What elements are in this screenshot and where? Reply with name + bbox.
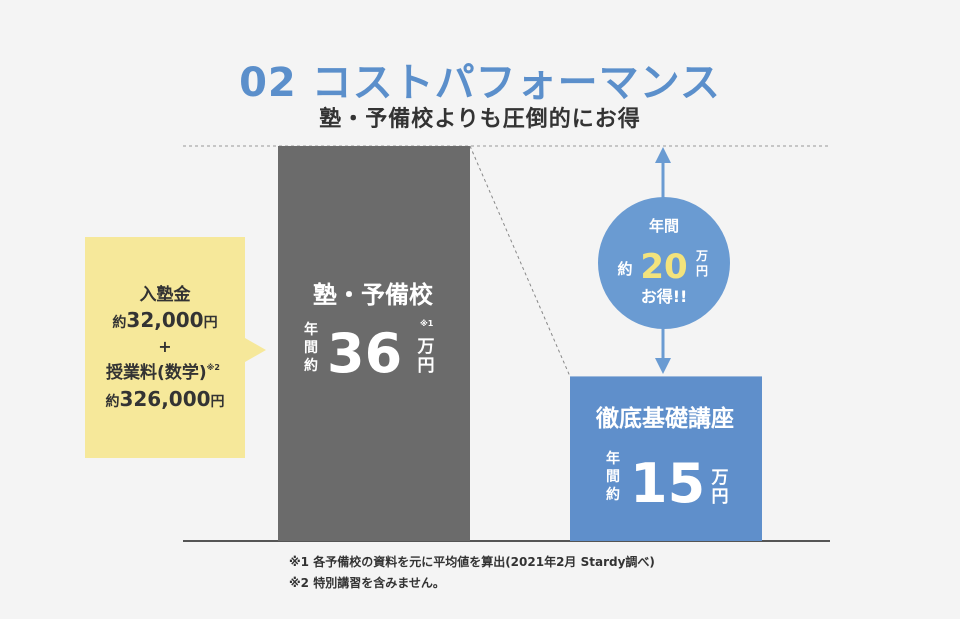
bar-juku-unit-1: 万 <box>417 337 435 357</box>
bar-juku-mark: ※1 <box>420 318 434 328</box>
bar-ours-prefix-2: 間 <box>606 469 620 485</box>
bar-juku-value-label: 年 間 約 36 万 円 ※1 <box>304 318 435 385</box>
savings-unit-2: 円 <box>696 264 708 278</box>
savings-indicator: 年間 約 20 万 円 お得!! <box>598 147 730 374</box>
footnote-2: ※2 特別講習を含みません。 <box>289 576 445 590</box>
bar-ours-unit-1: 万 <box>711 468 729 488</box>
bar-ours-value-label: 年 間 約 15 万 円 <box>606 450 729 515</box>
callout-box: 入塾金 約32,000円 + 授業料(数学)※2 約326,000円 <box>85 237 266 458</box>
savings-arrow-up-head <box>655 147 671 163</box>
bar-juku-prefix-1: 年 <box>304 321 318 338</box>
footnote-1: ※1 各予備校の資料を元に平均値を算出(2021年2月 Stardy調べ) <box>289 555 655 569</box>
bar-juku-yobiko <box>278 146 470 541</box>
page-subtitle: 塾・予備校よりも圧倒的にお得 <box>319 107 641 132</box>
callout-shape <box>85 237 266 458</box>
callout-line3: 授業料(数学)※2 <box>106 362 220 383</box>
bar-ours-unit-2: 円 <box>712 487 729 507</box>
savings-arrow-down-head <box>655 358 671 374</box>
bar-juku-value: 36 <box>327 322 402 385</box>
bar-ours-value: 15 <box>630 452 705 515</box>
savings-prefix: 約 <box>617 260 632 278</box>
bar-juku-prefix-3: 約 <box>304 357 318 374</box>
savings-circle <box>598 197 730 329</box>
callout-line1: 入塾金 <box>140 284 192 305</box>
callout-line2: 約32,000円 <box>112 308 217 332</box>
savings-line3: お得!! <box>641 287 688 306</box>
bar-ours-name: 徹底基礎講座 <box>595 405 734 432</box>
savings-value: 20 <box>640 247 687 287</box>
bar-ours-prefix-3: 約 <box>606 486 620 503</box>
page-title: 02 コストパフォーマンス <box>239 60 721 106</box>
bar-juku-unit-2: 円 <box>418 356 435 376</box>
bar-ours-prefix-1: 年 <box>606 450 620 467</box>
bar-tettei-kiso-kouza <box>570 376 762 541</box>
callout-plus: + <box>158 337 171 356</box>
callout-line4: 約326,000円 <box>105 387 224 411</box>
savings-unit-1: 万 <box>695 249 708 263</box>
connector-dashed-line <box>469 145 571 377</box>
bar-juku-prefix-2: 間 <box>304 340 318 356</box>
bar-juku-name: 塾・予備校 <box>313 281 434 309</box>
savings-line1: 年間 <box>649 217 679 235</box>
